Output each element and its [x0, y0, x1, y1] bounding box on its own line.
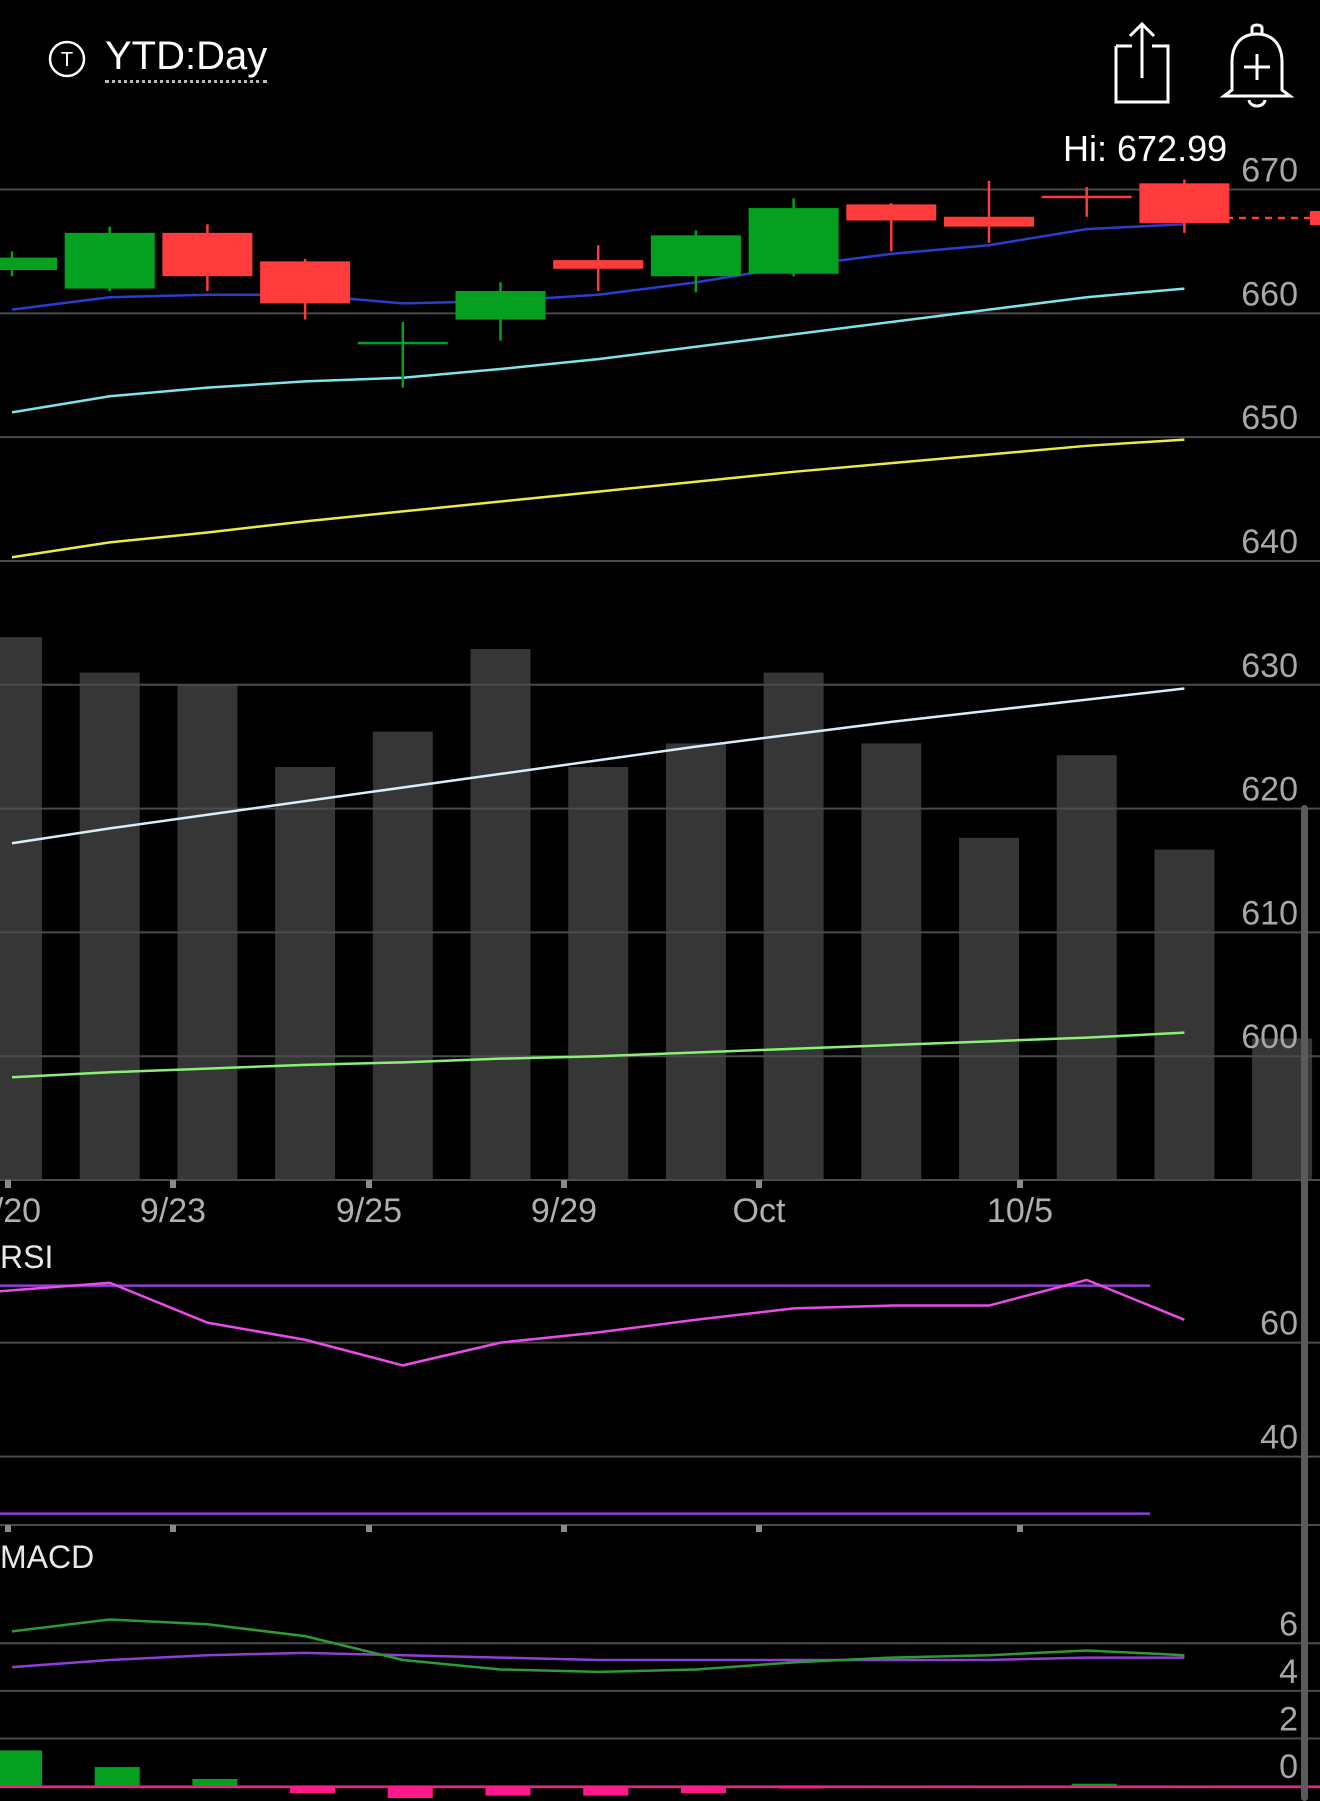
price-axis-tick-label: 620	[1241, 771, 1298, 809]
timeframe-selector[interactable]: YTD:Day	[105, 34, 268, 83]
rsi-axis-tick	[170, 1525, 176, 1532]
macd-histogram-bar	[1071, 1783, 1117, 1787]
macd-line	[11, 1618, 1185, 1674]
share-icon[interactable]	[1106, 18, 1178, 108]
time-axis-label: 10/5	[987, 1192, 1053, 1230]
time-axis-tick	[5, 1180, 11, 1188]
rsi-axis-tick	[5, 1525, 11, 1532]
volume-bar	[568, 767, 629, 1180]
time-axis-label: 9/29	[531, 1192, 597, 1230]
macd-histogram-bar	[0, 1750, 42, 1787]
moving-average-line	[11, 438, 1185, 559]
time-axis-label: 9/23	[140, 1192, 206, 1230]
volume-bar	[275, 767, 336, 1180]
time-axis-tick	[1017, 1180, 1023, 1188]
price-axis-tick-label: 660	[1241, 275, 1298, 313]
last-price-marker	[1310, 211, 1320, 225]
price-axis-tick-label: 640	[1241, 523, 1298, 561]
volume-bar	[372, 731, 433, 1180]
moving-average-line	[11, 287, 1185, 414]
volume-bar	[470, 649, 531, 1180]
macd-tick-label: 4	[1279, 1653, 1298, 1691]
time-axis-label: Oct	[733, 1192, 786, 1230]
rsi-axis-tick	[366, 1525, 372, 1532]
candle-body	[553, 260, 644, 269]
rsi-tick-label: 40	[1260, 1419, 1298, 1457]
timezone-t-icon: T	[48, 40, 86, 78]
bell-plus-icon[interactable]	[1212, 18, 1302, 108]
volume-bar	[1056, 755, 1117, 1180]
macd-histogram-bar	[192, 1778, 238, 1787]
macd-histogram-bar	[94, 1767, 140, 1787]
high-price-label: Hi: 672.99	[1063, 128, 1228, 169]
candle-body	[260, 261, 351, 304]
rsi-axis-tick	[561, 1525, 567, 1532]
price-axis-tick-label: 650	[1241, 399, 1298, 437]
rsi-axis-tick	[1017, 1525, 1023, 1532]
macd-tick-label: 0	[1279, 1748, 1298, 1786]
volume-bar	[763, 672, 824, 1180]
moving-average-line	[11, 222, 1185, 311]
macd-title: MACD	[0, 1539, 94, 1575]
rsi-axis-tick	[756, 1525, 762, 1532]
candle-body	[64, 232, 155, 289]
moving-average-line	[11, 687, 1185, 845]
volume-bar	[665, 743, 726, 1180]
macd-tick-label: 6	[1279, 1605, 1298, 1643]
time-axis-tick	[366, 1180, 372, 1188]
time-axis-tick	[170, 1180, 176, 1188]
time-axis-label: 9/25	[336, 1192, 402, 1230]
time-axis-label: 9/20	[0, 1192, 41, 1230]
vertical-scrollbar[interactable]	[1301, 805, 1308, 1801]
candle-body	[944, 216, 1034, 227]
volume-bar	[959, 837, 1019, 1180]
candle-body	[1139, 183, 1230, 223]
candle-body	[357, 341, 448, 345]
volume-bar	[1154, 849, 1215, 1180]
time-axis-tick	[756, 1180, 762, 1188]
macd-histogram-bar	[485, 1786, 531, 1796]
candle-body	[455, 291, 546, 320]
candle-body	[748, 208, 839, 274]
candle-body	[650, 235, 741, 277]
macd-histogram-bar	[387, 1786, 433, 1798]
volume-bar	[0, 637, 42, 1180]
moving-average-line	[11, 1031, 1185, 1079]
macd-histogram-bar	[680, 1786, 726, 1794]
price-axis-tick-label: 610	[1241, 894, 1298, 932]
candle-body	[846, 204, 937, 221]
macd-tick-label: 2	[1279, 1701, 1298, 1739]
candle-body	[1041, 195, 1132, 199]
macd-histogram-bar	[583, 1786, 629, 1796]
macd-signal-line	[11, 1651, 1185, 1669]
rsi-tick-label: 60	[1260, 1305, 1298, 1343]
volume-bar	[861, 743, 922, 1180]
time-axis-tick	[561, 1180, 567, 1188]
svg-text:T: T	[61, 49, 73, 71]
candle-body	[0, 257, 57, 270]
price-axis-tick-label: 600	[1241, 1018, 1298, 1056]
volume-bar	[79, 672, 140, 1180]
price-axis-tick-label: 630	[1241, 647, 1298, 685]
rsi-title: RSI	[0, 1239, 53, 1275]
chart-header: T YTD:Day Hi: 672.99	[0, 0, 1320, 169]
rsi-line	[0, 1278, 1185, 1367]
macd-histogram-bar	[290, 1786, 336, 1794]
candle-body	[162, 232, 253, 277]
price-axis-tick-label: 670	[1241, 152, 1298, 190]
